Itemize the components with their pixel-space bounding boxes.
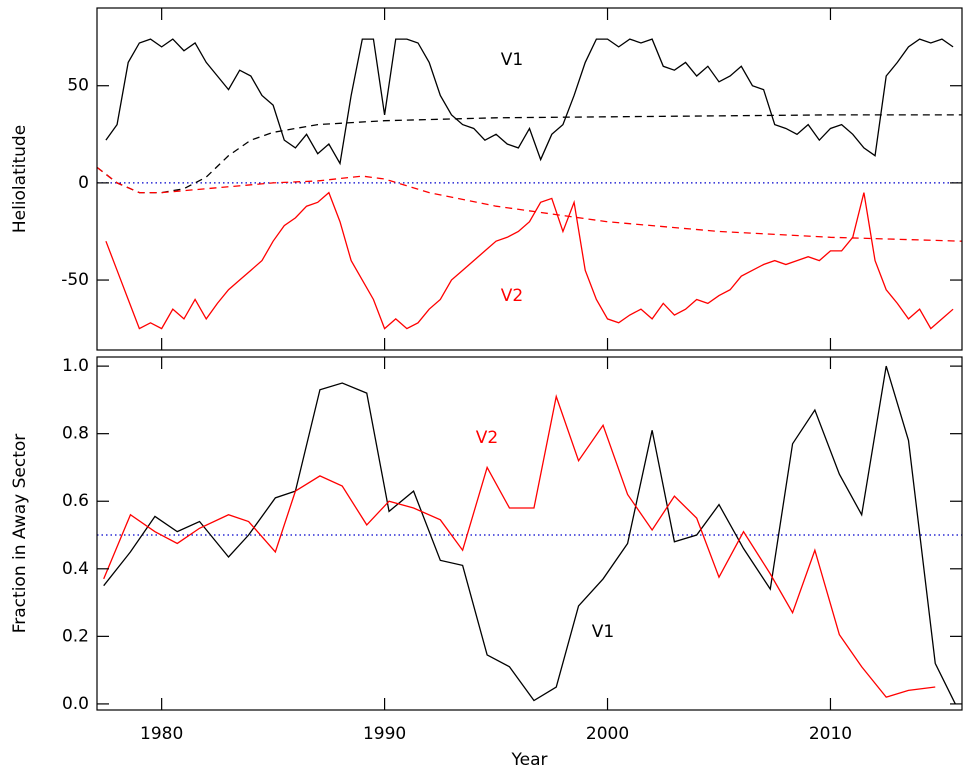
x-tick-label: 2000 [586,724,629,744]
y-tick-label: 0.4 [62,559,89,579]
series-line [103,394,936,698]
series-line [103,365,956,705]
x-tick-label: 1990 [363,724,406,744]
y-tick-label: 0.6 [62,491,89,511]
series-label: V2 [476,428,498,448]
x-tick-label: 1980 [140,724,183,744]
series-label: V2 [501,286,523,306]
y-axis-title: Fraction in Away Sector [10,434,30,634]
y-axis-title: Heliolatitude [10,125,30,233]
plot-area [97,38,962,330]
dashed-line [97,166,962,242]
plot-frame [96,7,963,351]
dashed-line [97,114,962,194]
x-tick-label: 2010 [809,724,852,744]
y-tick-label: 1.0 [62,356,89,376]
series-line [105,38,954,166]
series-line [105,191,954,330]
y-tick-label: 0 [78,173,89,193]
plot-frame [96,356,963,711]
y-tick-label: 0.0 [62,694,89,714]
series-label: V1 [592,622,614,642]
y-tick-label: -50 [61,270,89,290]
plot-area [97,365,962,705]
x-axis-title: Year [511,750,548,770]
y-tick-label: 0.8 [62,424,89,444]
y-tick-label: 0.2 [62,626,89,646]
series-label: V1 [501,50,523,70]
y-tick-label: 50 [67,76,89,96]
